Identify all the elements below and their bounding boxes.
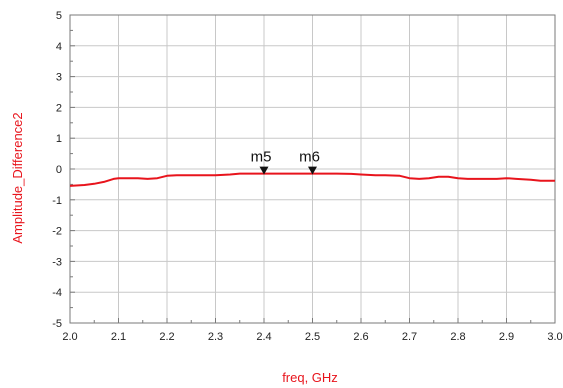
x-tick-label: 2.2 [159, 331, 174, 343]
x-tick-label: 2.9 [499, 331, 514, 343]
y-tick-label: 1 [56, 133, 62, 145]
series-line [69, 172, 555, 187]
y-tick-label: -3 [52, 256, 62, 268]
plot-frame [69, 14, 556, 324]
x-tick-label: 2.1 [111, 331, 126, 343]
y-tick-label: 0 [56, 164, 62, 176]
x-tick-label: 3.0 [547, 331, 562, 343]
x-tick-label: 2.4 [256, 331, 271, 343]
marker-label: m6 [299, 149, 320, 166]
marker-layer: m5 m6 [251, 149, 320, 175]
x-tick-label: 2.5 [305, 331, 320, 343]
y-tick-label: -4 [52, 287, 62, 299]
x-tick-label: 2.0 [62, 331, 77, 343]
axis-layer: 2.0 2.1 2.2 2.3 2.4 2.5 2.6 2.7 2.8 2.9 3.0 5 4 3 2 1 0 -… [52, 10, 562, 343]
y-tick-label: -1 [52, 195, 62, 207]
y-tick-label: 4 [56, 41, 62, 53]
x-axis-title: freq, GHz [282, 370, 338, 385]
x-tick-label: 2.3 [208, 331, 223, 343]
y-tick-label: -5 [52, 318, 62, 330]
series-layer [69, 172, 555, 187]
marker-triangle [308, 166, 317, 175]
x-tick-label: 2.7 [402, 331, 417, 343]
x-tick-label: 2.8 [450, 331, 465, 343]
y-tick-label: -2 [52, 226, 62, 238]
y-axis-title: Amplitude_Difference2 [10, 112, 25, 243]
y-tick-label: 5 [56, 10, 62, 22]
marker-triangle [259, 166, 269, 175]
marker-label: m5 [251, 149, 272, 166]
y-tick-label: 2 [56, 102, 62, 114]
y-tick-label: 3 [56, 72, 62, 84]
x-tick-label: 2.6 [353, 331, 368, 343]
